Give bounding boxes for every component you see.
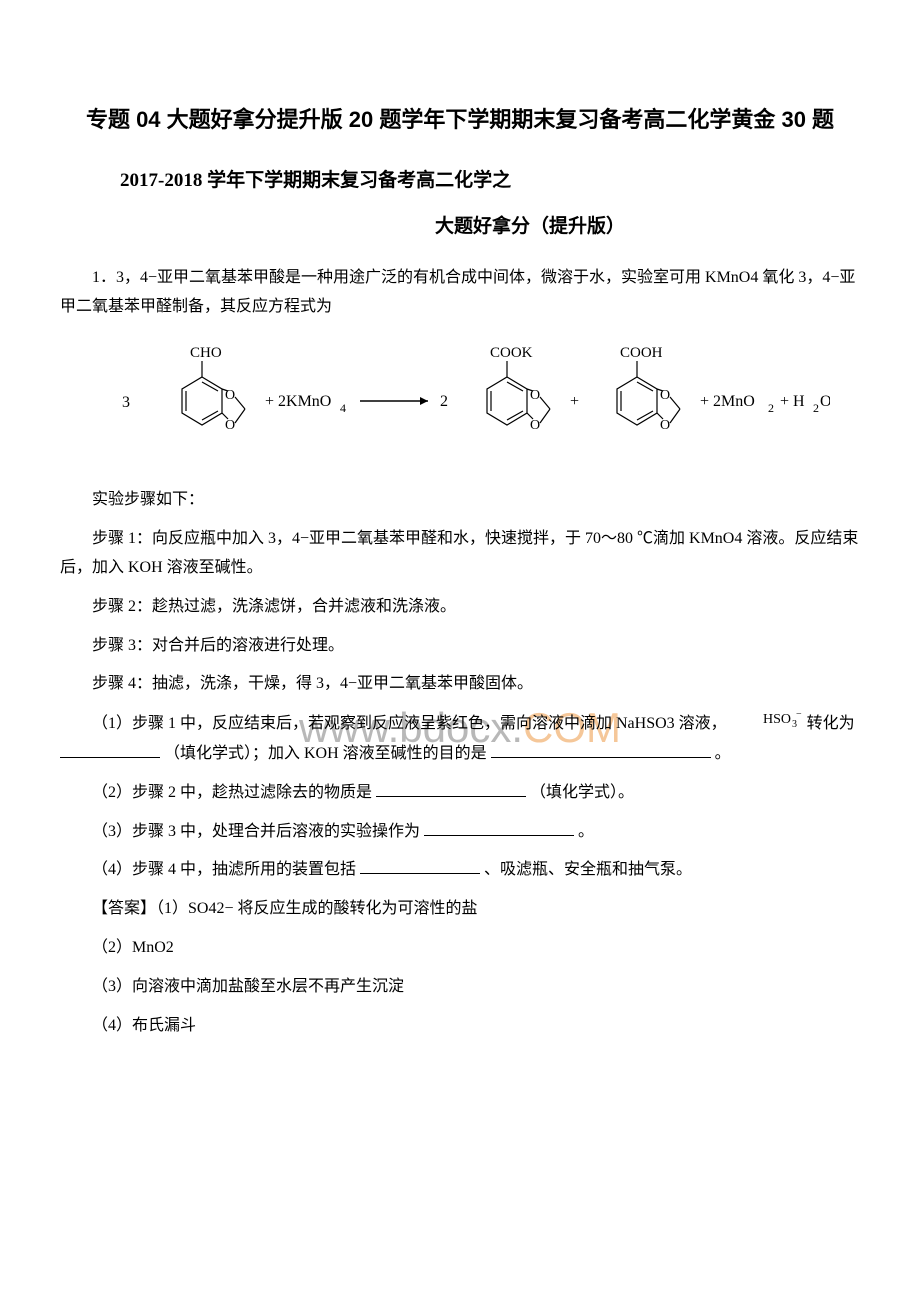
subquestion-3: （3）步骤 3 中，处理合并后溶液的实验操作为 。 <box>60 818 860 847</box>
subquestion-4: （4）步骤 4 中，抽滤所用的装置包括 、吸滤瓶、安全瓶和抽气泵。 <box>60 856 860 885</box>
q1-1-part-a: （1）步骤 1 中，反应结束后，若观察到反应液呈紫红色，需向溶液中滴加 NaHS… <box>92 715 727 732</box>
svg-text:2: 2 <box>768 401 774 415</box>
blank-3 <box>376 796 526 797</box>
q1-1-part-b: 转化为 <box>807 715 855 732</box>
svg-text:2: 2 <box>813 401 819 415</box>
q1-4-part-a: （4）步骤 4 中，抽滤所用的装置包括 <box>92 861 356 878</box>
subtitle-line1: 2017-2018 学年下学期期末复习备考高二化学之 <box>60 164 860 198</box>
blank-1 <box>60 757 160 758</box>
question1-intro: 1．3，4−亚甲二氧基苯甲酸是一种用途广泛的有机合成中间体，微溶于水，实验室可用… <box>60 264 860 322</box>
svg-text:+ H: + H <box>780 393 805 410</box>
subquestion-1: （1）步骤 1 中，反应结束后，若观察到反应液呈紫红色，需向溶液中滴加 NaHS… <box>60 709 860 769</box>
q1-1-part-d: 。 <box>715 745 731 762</box>
answer-2: （2）MnO2 <box>60 934 860 963</box>
hso3-formula: HSO 3 − <box>731 709 803 740</box>
steps-intro: 实验步骤如下： <box>60 486 860 515</box>
blank-4 <box>424 835 574 836</box>
svg-text:COOK: COOK <box>490 345 533 361</box>
blank-2 <box>491 757 711 758</box>
step-1: 步骤 1：向反应瓶中加入 3，4−亚甲二氧基苯甲醛和水，快速搅拌，于 70～80… <box>60 525 860 583</box>
q1-2-part-a: （2）步骤 2 中，趁热过滤除去的物质是 <box>92 784 372 801</box>
svg-text:HSO: HSO <box>763 712 791 727</box>
svg-text:O: O <box>820 393 830 410</box>
answer-4: （4）布氏漏斗 <box>60 1012 860 1041</box>
q1-2-part-b: （填化学式）。 <box>530 784 634 801</box>
answer-3: （3）向溶液中滴加盐酸至水层不再产生沉淀 <box>60 973 860 1002</box>
answer-1: 【答案】（1）SO42− 将反应生成的酸转化为可溶性的盐 <box>60 895 860 924</box>
svg-text:+ 2KMnO: + 2KMnO <box>265 393 331 410</box>
q1-3-part-a: （3）步骤 3 中，处理合并后溶液的实验操作为 <box>92 823 420 840</box>
svg-text:4: 4 <box>340 401 346 415</box>
step-3: 步骤 3：对合并后的溶液进行处理。 <box>60 632 860 661</box>
svg-text:CHO: CHO <box>190 345 222 361</box>
main-title: 专题 04 大题好拿分提升版 20 题学年下学期期末复习备考高二化学黄金 30 … <box>60 100 860 140</box>
chemical-equation: CHO O O 3 + 2KMnO 4 <box>110 334 860 475</box>
svg-text:2: 2 <box>440 393 448 410</box>
q1-3-part-b: 。 <box>578 823 594 840</box>
svg-text:+: + <box>570 393 579 410</box>
svg-text:O: O <box>660 418 670 433</box>
document-content: 专题 04 大题好拿分提升版 20 题学年下学期期末复习备考高二化学黄金 30 … <box>60 100 860 1040</box>
subquestion-2: （2）步骤 2 中，趁热过滤除去的物质是 （填化学式）。 <box>60 779 860 808</box>
svg-text:O: O <box>530 418 540 433</box>
svg-text:COOH: COOH <box>620 345 663 361</box>
step-4: 步骤 4：抽滤，洗涤，干燥，得 3，4−亚甲二氧基苯甲酸固体。 <box>60 670 860 699</box>
step-2: 步骤 2：趁热过滤，洗涤滤饼，合并滤液和洗涤液。 <box>60 593 860 622</box>
blank-5 <box>360 873 480 874</box>
svg-text:3: 3 <box>792 719 797 729</box>
svg-text:3: 3 <box>122 394 130 411</box>
svg-text:+ 2MnO: + 2MnO <box>700 393 755 410</box>
svg-text:O: O <box>225 418 235 433</box>
svg-text:−: − <box>796 709 802 720</box>
q1-4-part-b: 、吸滤瓶、安全瓶和抽气泵。 <box>484 861 692 878</box>
subtitle-line2: 大题好拿分（提升版） <box>60 210 860 244</box>
q1-1-part-c: （填化学式）；加入 KOH 溶液至碱性的目的是 <box>164 745 487 762</box>
